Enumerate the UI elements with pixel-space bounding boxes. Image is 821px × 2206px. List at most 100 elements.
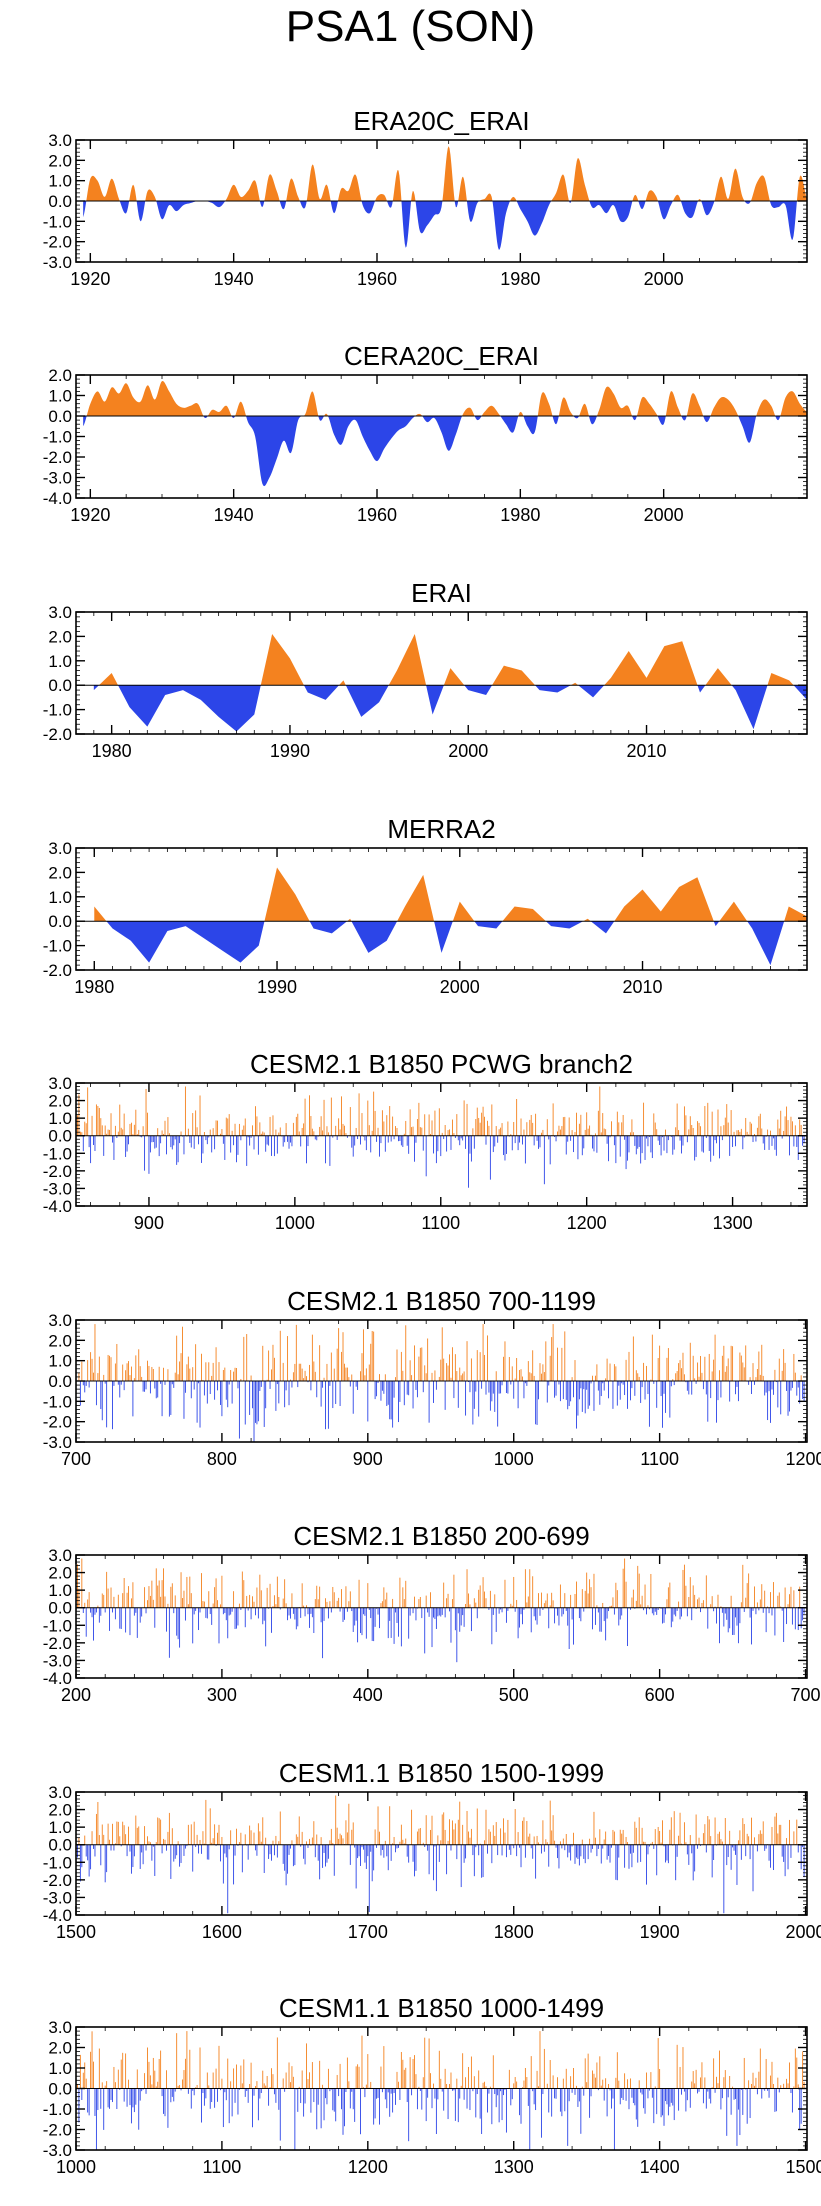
bar-mark (233, 1136, 234, 1145)
bar-mark (741, 1129, 742, 1136)
bar-mark (631, 2089, 632, 2098)
bar-mark (271, 1369, 272, 1381)
bar-mark (751, 1381, 752, 1394)
bar-mark (677, 1104, 678, 1136)
bar-mark (216, 1347, 217, 1381)
bar-mark (162, 1845, 163, 1854)
bar-mark (440, 1136, 441, 1156)
bar-mark (89, 1381, 90, 1388)
bar-mark (83, 1136, 84, 1151)
bar-mark (659, 1831, 660, 1845)
bar-mark (367, 1101, 368, 1136)
bar-mark (170, 1136, 171, 1147)
bar-mark (249, 1826, 250, 1845)
bar-mark (109, 1608, 110, 1631)
bar-mark (381, 1136, 382, 1143)
bar-mark (394, 1136, 395, 1140)
bar-mark (720, 1381, 721, 1397)
bar-mark (623, 2089, 624, 2100)
bar-mark (569, 1608, 570, 1649)
bar-mark (588, 1381, 589, 1409)
bar-mark (634, 1381, 635, 1396)
bar-mark (245, 1381, 246, 1425)
bar-mark (481, 2089, 482, 2135)
bar-mark (516, 1845, 517, 1856)
bar-mark (297, 2089, 298, 2112)
bar-mark (735, 1608, 736, 1618)
bar-mark (214, 1381, 215, 1400)
bar-mark (802, 1608, 803, 1621)
bar-mark (413, 2059, 414, 2089)
bar-mark (747, 2089, 748, 2124)
bar-mark (245, 1834, 246, 1844)
bar-mark (404, 2070, 405, 2089)
bar-mark (758, 1352, 759, 1381)
bar-mark (738, 1840, 739, 1844)
bar-mark (159, 1818, 160, 1845)
bar-mark (111, 1588, 112, 1608)
bar-mark (102, 2082, 103, 2088)
bar-mark (369, 1365, 370, 1381)
bar-mark (439, 1845, 440, 1862)
bar-mark (144, 1826, 145, 1845)
bar-mark (289, 1845, 290, 1855)
bar-mark (318, 1845, 319, 1861)
bar-mark (451, 1845, 452, 1851)
bar-mark (665, 1381, 666, 1413)
bar-mark (500, 1128, 501, 1136)
bar-mark (589, 1381, 590, 1406)
bar-mark (615, 1136, 616, 1163)
chart-2: CERA20C_ERAI2.01.00.0-1.0-2.0-3.0-4.0192… (43, 341, 814, 525)
bar-mark (440, 2079, 441, 2089)
bar-mark (755, 1608, 756, 1615)
bar-mark (553, 2075, 554, 2088)
bar-mark (575, 2089, 576, 2095)
bar-mark (353, 1136, 354, 1157)
bar-mark (631, 1119, 632, 1135)
bar-mark (239, 1381, 240, 1439)
bar-mark (131, 1367, 132, 1381)
bar-mark (259, 1381, 260, 1391)
bar-mark (674, 2089, 675, 2121)
bar-mark (160, 2051, 161, 2089)
bar-mark (93, 1845, 94, 1849)
bar-mark (160, 1136, 161, 1144)
negative-area (83, 201, 814, 250)
bar-mark (629, 1352, 630, 1381)
bar-mark (321, 1608, 322, 1623)
bar-mark (690, 2089, 691, 2108)
bar-mark (115, 1608, 116, 1620)
bar-mark (144, 1587, 145, 1608)
bar-mark (477, 1108, 478, 1136)
bar-mark (205, 1608, 206, 1618)
bar-mark (395, 1377, 396, 1381)
x-tick-label: 1980 (500, 269, 540, 289)
bar-mark (192, 1367, 193, 1381)
bar-mark (484, 1355, 485, 1381)
bar-mark (262, 2071, 263, 2089)
bar-mark (621, 1608, 622, 1616)
bar-mark (601, 1845, 602, 1864)
bar-mark (561, 1608, 562, 1617)
bar-mark (417, 1381, 418, 1397)
bar-mark (113, 2067, 114, 2089)
bar-mark (291, 1840, 292, 1844)
bar-mark (105, 1126, 106, 1136)
bar-mark (509, 2070, 510, 2089)
bar-mark (653, 1608, 654, 1616)
bar-mark (551, 1337, 552, 1381)
bar-mark (542, 1364, 543, 1381)
bar-mark (163, 1839, 164, 1845)
bar-mark (607, 1136, 608, 1144)
bar-mark (261, 1381, 262, 1387)
bar-mark (385, 1136, 386, 1152)
bar-mark (548, 1845, 549, 1867)
bar-mark (116, 2089, 117, 2110)
bar-mark (278, 1841, 279, 1845)
bar-mark (124, 1825, 125, 1845)
bar-mark (309, 1365, 310, 1381)
bar-mark (420, 1828, 421, 1845)
bar-mark (302, 1832, 303, 1845)
bar-mark (376, 1381, 377, 1396)
bar-mark (487, 1845, 488, 1854)
